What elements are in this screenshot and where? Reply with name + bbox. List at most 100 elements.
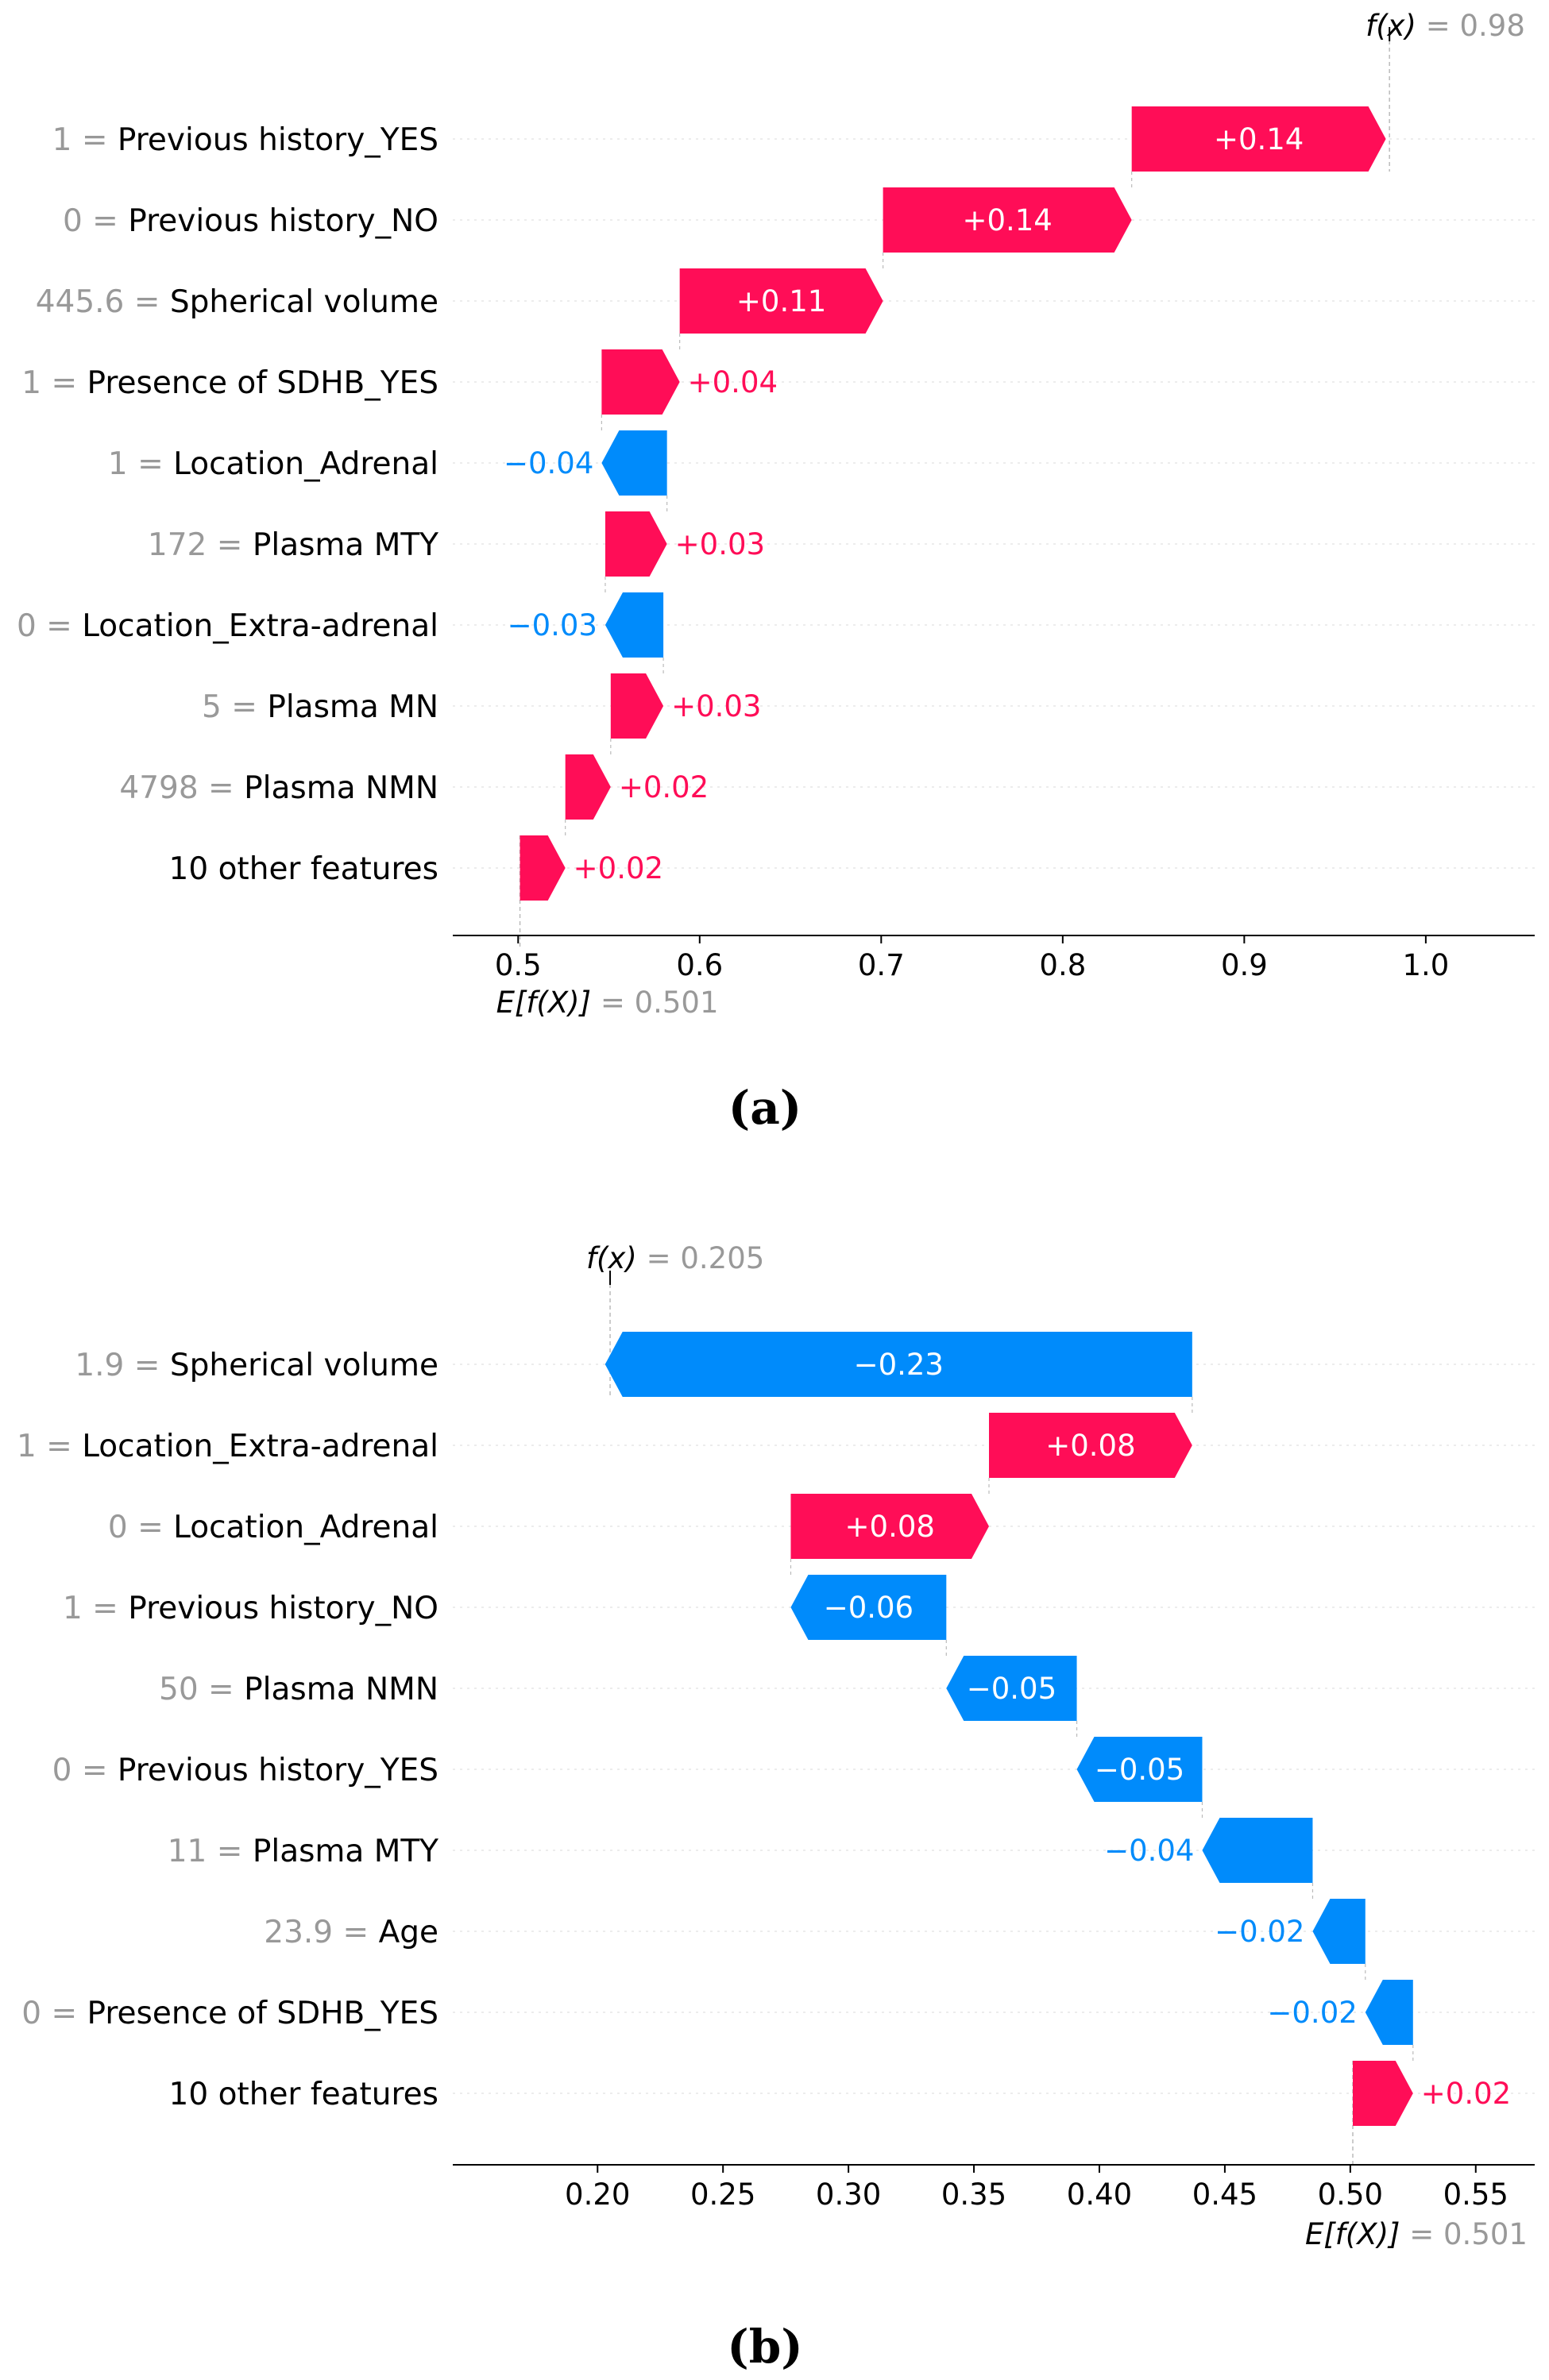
feature-name: Spherical volume	[170, 1348, 438, 1383]
shap-value-label: +0.03	[675, 527, 765, 561]
feature-value: 23.9 =	[264, 1915, 378, 1950]
x-tick-label: 0.30	[816, 2177, 881, 2212]
shap-bar	[988, 1413, 1192, 1478]
feature-name: Location_Extra-adrenal	[82, 608, 438, 644]
feature-name: Plasma MN	[267, 689, 438, 725]
feature-label: 0 = Previous history_NO	[63, 203, 438, 239]
shap-bar	[946, 1656, 1077, 1721]
feature-label: 1 = Previous history_NO	[63, 1591, 438, 1626]
panel-caption: (b)	[727, 2320, 802, 2374]
shap-bar	[605, 592, 664, 658]
x-tick-label: 0.20	[565, 2177, 630, 2212]
shap-bar	[1202, 1818, 1313, 1883]
feature-name: Location_Adrenal	[173, 1510, 438, 1545]
feature-value: 172 =	[148, 527, 253, 563]
shap-value-label: +0.14	[1214, 122, 1304, 156]
x-tick-label: 0.8	[1039, 948, 1086, 982]
output-value-text: = 0.205	[647, 1241, 765, 1275]
x-tick-label: 0.7	[858, 948, 905, 982]
output-annotation: f(x) = 0.205	[586, 1241, 764, 1275]
feature-value: 1 =	[21, 365, 87, 401]
x-tick-label: 0.35	[941, 2177, 1006, 2212]
feature-name: Previous history_YES	[118, 122, 438, 158]
base-label: E[f(X)]	[496, 986, 601, 1020]
feature-label: 10 other features	[169, 2077, 438, 2112]
feature-label: 50 = Plasma NMN	[159, 1672, 438, 1707]
x-tick-label: 0.6	[676, 948, 723, 982]
feature-name: Plasma NMN	[244, 1672, 438, 1707]
feature-name: Previous history_NO	[128, 1591, 438, 1626]
feature-value: 4798 =	[119, 770, 244, 806]
feature-name: Presence of SDHB_YES	[87, 1996, 438, 2031]
shap-value-label: −0.04	[504, 446, 593, 480]
feature-name: Spherical volume	[170, 284, 438, 320]
feature-value: 0 =	[21, 1996, 87, 2031]
x-tick-label: 0.55	[1443, 2177, 1508, 2212]
feature-value: 0 =	[63, 203, 128, 239]
shap-bar	[565, 754, 611, 820]
shap-bar	[605, 511, 667, 577]
feature-label: 5 = Plasma MN	[202, 689, 438, 725]
output-annotation: f(x) = 0.98	[1366, 9, 1525, 43]
base-annotation: E[f(X)] = 0.501	[496, 986, 719, 1020]
waterfall-panel-b: −0.23 1.9 = Spherical volume +0.08 1 = Loca…	[17, 1241, 1535, 2374]
feature-name: Presence of SDHB_YES	[87, 365, 438, 401]
feature-name: Plasma MTY	[253, 1834, 438, 1869]
feature-label: 1 = Location_Adrenal	[108, 446, 438, 482]
shap-bar	[790, 1575, 947, 1640]
shap-bar	[1131, 106, 1386, 172]
feature-name: 10 other features	[169, 2077, 438, 2112]
shap-value-label: +0.08	[1045, 1429, 1135, 1463]
feature-value: 1.9 =	[75, 1348, 170, 1383]
shap-value-label: −0.03	[508, 608, 597, 642]
x-tick-label: 0.40	[1067, 2177, 1132, 2212]
shap-value-label: +0.11	[736, 284, 826, 318]
shap-bar	[790, 1494, 989, 1559]
shap-value-label: +0.02	[1421, 2077, 1511, 2111]
feature-name: Location_Extra-adrenal	[82, 1429, 438, 1464]
feature-label: 1 = Previous history_YES	[52, 122, 438, 158]
feature-value: 11 =	[168, 1834, 253, 1869]
feature-value: 1 =	[17, 1429, 82, 1464]
waterfall-panel-a: +0.14 1 = Previous history_YES +0.14 0 = Pr…	[17, 9, 1535, 1135]
feature-label: 0 = Presence of SDHB_YES	[21, 1996, 438, 2031]
panel-caption: (a)	[728, 1081, 802, 1135]
shap-bar	[601, 430, 667, 496]
feature-label: 10 other features	[169, 851, 438, 887]
feature-name: Age	[379, 1915, 438, 1950]
x-tick-label: 0.9	[1221, 948, 1268, 982]
feature-value: 1 =	[63, 1591, 128, 1626]
shap-value-label: +0.03	[671, 689, 761, 723]
shap-value-label: −0.05	[1095, 1753, 1184, 1787]
shap-bar	[1352, 2061, 1413, 2126]
x-tick-label: 0.5	[495, 948, 542, 982]
x-tick-label: 0.25	[690, 2177, 755, 2212]
shap-bar	[883, 187, 1132, 253]
shap-value-label: −0.05	[967, 1672, 1056, 1706]
shap-value-label: −0.04	[1104, 1834, 1194, 1868]
shap-bar	[1076, 1737, 1203, 1802]
feature-label: 23.9 = Age	[264, 1915, 438, 1950]
base-annotation: E[f(X)] = 0.501	[1305, 2217, 1528, 2251]
feature-value: 0 =	[52, 1753, 118, 1788]
feature-name: 10 other features	[169, 851, 438, 887]
x-tick-label: 1.0	[1402, 948, 1449, 982]
feature-label: 0 = Location_Extra-adrenal	[17, 608, 438, 644]
feature-value: 1 =	[52, 122, 118, 158]
feature-label: 4798 = Plasma NMN	[119, 770, 438, 806]
feature-value: 5 =	[202, 689, 267, 725]
output-label: f(x)	[1366, 9, 1426, 43]
feature-label: 1 = Presence of SDHB_YES	[21, 365, 438, 401]
shap-bar	[1312, 1899, 1366, 1964]
feature-value: 445.6 =	[36, 284, 170, 320]
shap-bar	[679, 268, 883, 334]
base-value-text: = 0.501	[1409, 2217, 1528, 2251]
base-label: E[f(X)]	[1305, 2217, 1409, 2251]
feature-name: Plasma MTY	[253, 527, 438, 563]
feature-value: 0 =	[108, 1510, 173, 1545]
shap-value-label: +0.02	[619, 770, 709, 804]
feature-label: 172 = Plasma MTY	[148, 527, 438, 563]
shap-bar	[605, 1332, 1192, 1397]
feature-name: Plasma NMN	[244, 770, 438, 806]
shap-value-label: −0.02	[1267, 1996, 1357, 2030]
